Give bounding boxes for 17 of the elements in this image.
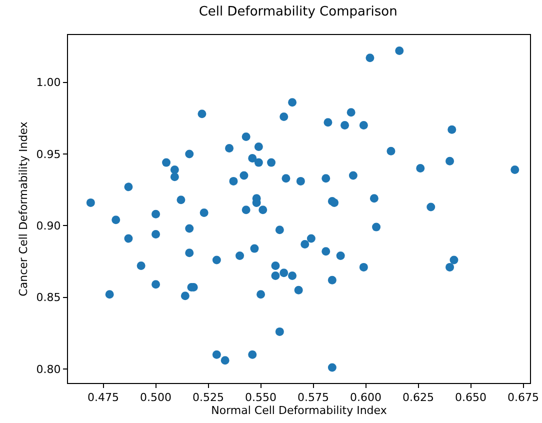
y-tick-label: 0.90 — [36, 219, 61, 232]
x-tick-label: 0.475 — [88, 391, 120, 404]
x-tick-label: 0.500 — [140, 391, 172, 404]
x-tick-label: 0.650 — [455, 391, 487, 404]
x-tick-label: 0.600 — [350, 391, 382, 404]
y-tick-label: 0.95 — [36, 148, 61, 161]
x-tick-label: 0.575 — [298, 391, 330, 404]
y-tick-label: 0.85 — [36, 291, 61, 304]
x-tick-label: 0.675 — [508, 391, 540, 404]
y-tick-label: 1.00 — [36, 76, 61, 90]
x-tick-label: 0.625 — [402, 391, 434, 404]
x-axis-title: Normal Cell Deformability Index — [211, 404, 388, 418]
x-tick-label: 0.550 — [245, 391, 277, 404]
y-tick-label: 0.80 — [36, 362, 61, 376]
y-axis-title: Cancer Cell Deformability Index — [16, 121, 30, 296]
x-tick-label: 0.525 — [192, 391, 224, 404]
chart-title: Cell Deformability Comparison — [198, 4, 398, 20]
